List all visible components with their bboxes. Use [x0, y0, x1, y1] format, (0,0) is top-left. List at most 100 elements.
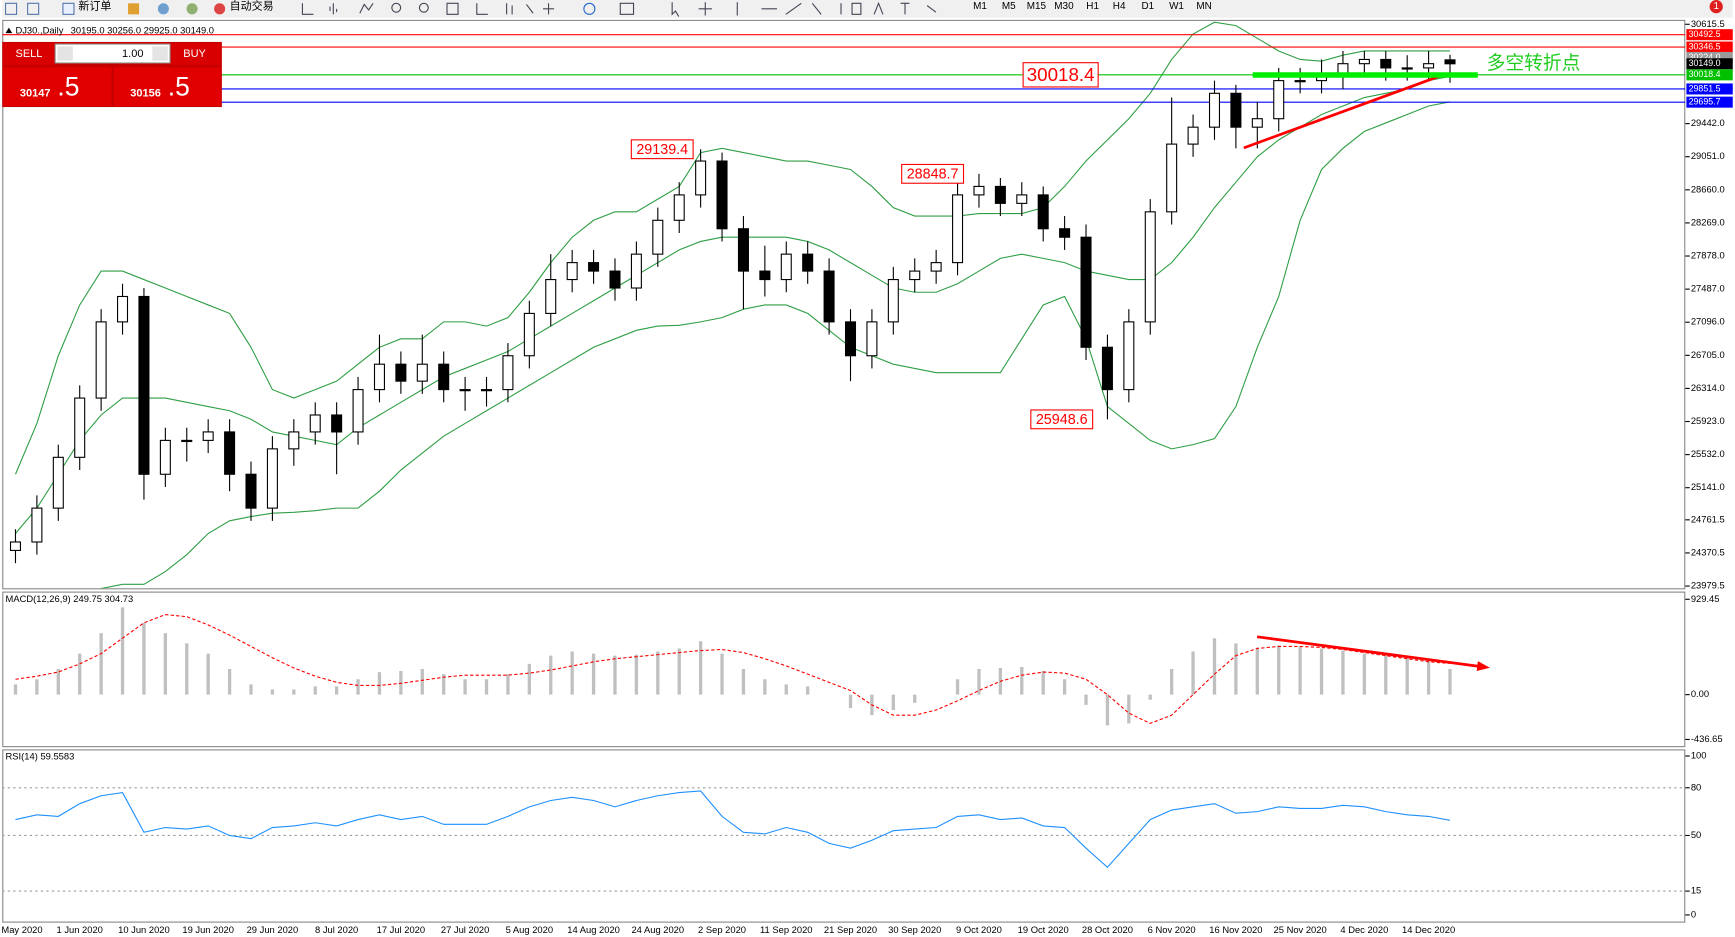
trend-line[interactable] — [1243, 73, 1443, 150]
band-lower — [100, 101, 1451, 589]
price-annotation-box — [1022, 62, 1099, 88]
y-tick-label: 27096.0 — [1691, 317, 1725, 327]
tile[interactable] — [446, 2, 459, 15]
price-level-box — [1686, 29, 1733, 41]
icon[interactable] — [27, 2, 40, 15]
timeframe[interactable]: M15 — [1027, 1, 1047, 12]
candle-body — [588, 262, 600, 272]
volume-field[interactable] — [54, 43, 171, 64]
candle-body — [887, 279, 899, 323]
rsi-line — [15, 790, 1451, 869]
y-tick-label: 27487.0 — [1691, 284, 1725, 294]
y-tick-label: 23979.5 — [1691, 581, 1725, 591]
zoom-out[interactable] — [418, 2, 429, 13]
volume-up[interactable] — [152, 46, 168, 61]
y-tick-label: 27878.0 — [1691, 251, 1725, 261]
buy-label[interactable]: BUY — [183, 48, 206, 60]
timeframe[interactable]: M30 — [1054, 1, 1074, 12]
candle-body — [288, 431, 300, 450]
x-tick-label: 14 Dec 2020 — [1402, 925, 1455, 935]
volume-down[interactable] — [57, 46, 73, 61]
axes: 30615.5 29442.0 29051.0 28660.0 28269.0 27878… — [0, 19, 1733, 935]
y-tick-label: 0 — [1691, 909, 1696, 919]
notification-count[interactable]: 1 — [1713, 1, 1719, 12]
candle-body — [502, 355, 514, 391]
toolbar: 新订单 自动交易 1 — [2, 0, 1733, 24]
notification[interactable] — [1709, 0, 1723, 14]
price-annotation-box — [901, 163, 965, 184]
x-tick-label: 30 Sep 2020 — [888, 925, 941, 935]
chart-type-icons[interactable] — [301, 3, 374, 15]
chart-icons[interactable] — [476, 3, 555, 15]
icon[interactable] — [128, 3, 140, 15]
candle-body — [844, 321, 857, 357]
candle-body — [673, 194, 685, 221]
x-tick-label: 27 Jul 2020 — [441, 925, 489, 935]
volume[interactable]: 1.00 — [122, 48, 143, 60]
x-tick-label: 8 Jul 2020 — [315, 925, 358, 935]
buy-price-tail[interactable]: .5 — [168, 71, 190, 101]
buy-button[interactable] — [171, 43, 221, 66]
new-order-icon[interactable] — [62, 2, 75, 15]
price-level-box — [1686, 96, 1733, 108]
auto-trading-icon[interactable] — [214, 3, 226, 15]
candle-body — [1059, 228, 1071, 238]
timeframe[interactable]: D1 — [1141, 1, 1154, 12]
candle-body — [695, 160, 707, 196]
symbol: DJ30.,Daily — [15, 25, 63, 35]
collapse-icon[interactable] — [5, 27, 13, 34]
icon[interactable] — [4, 2, 18, 15]
y-tick-label: 26705.0 — [1691, 350, 1725, 360]
candle-body — [1208, 92, 1221, 128]
new-order[interactable]: 新订单 — [78, 0, 111, 13]
templates[interactable] — [619, 2, 635, 15]
candle-body — [245, 473, 257, 509]
candle-body — [481, 389, 493, 392]
sell-price-box[interactable] — [3, 67, 112, 106]
x-tick-label: 5 Aug 2020 — [506, 925, 553, 935]
zoom-in[interactable] — [391, 2, 402, 13]
candle-body — [1251, 118, 1263, 128]
drawing-tools[interactable] — [671, 1, 937, 17]
sell-label[interactable]: SELL — [15, 48, 42, 60]
macd-arrow[interactable] — [1256, 635, 1482, 668]
candle-body — [1294, 80, 1306, 83]
y-tick-label: 80 — [1691, 782, 1701, 792]
candle-body — [523, 312, 535, 357]
timeframe[interactable]: M1 — [973, 1, 987, 12]
candle-body — [1144, 211, 1156, 323]
periods[interactable] — [583, 2, 596, 15]
buy-price[interactable]: 30156 — [130, 88, 161, 100]
candle-body — [1166, 143, 1178, 213]
band-upper — [14, 21, 1451, 475]
x-tick-label: 22 May 2020 — [0, 925, 43, 935]
x-tick-label: 19 Jun 2020 — [182, 925, 234, 935]
timeframe[interactable]: W1 — [1169, 1, 1184, 12]
band-middle — [15, 75, 1451, 534]
buy-price-box[interactable] — [113, 67, 221, 106]
auto-trading[interactable]: 自动交易 — [230, 0, 274, 13]
price-level-label: 30149.0 — [1689, 58, 1721, 68]
candle-body — [1380, 58, 1392, 69]
price-annotation-box — [630, 139, 694, 160]
macd-signal — [15, 614, 1451, 724]
candle-body — [930, 262, 942, 272]
candle-body — [802, 253, 814, 272]
icon[interactable] — [157, 3, 169, 15]
sell-price[interactable]: 30147 — [20, 88, 51, 100]
candle-body — [1401, 67, 1413, 70]
sell-price-tail[interactable]: .5 — [57, 71, 79, 101]
candle-body — [309, 414, 321, 433]
timeframe[interactable]: M5 — [1002, 1, 1016, 12]
timeframe[interactable]: H4 — [1113, 1, 1126, 12]
x-tick-label: 14 Aug 2020 — [567, 925, 620, 935]
x-tick-label: 19 Oct 2020 — [1018, 925, 1069, 935]
icon[interactable] — [186, 3, 198, 15]
candle-body — [395, 363, 407, 382]
candle-body — [1123, 321, 1135, 391]
candle-body — [74, 397, 86, 458]
timeframe[interactable]: MN — [1196, 1, 1211, 12]
candle-body — [352, 389, 364, 433]
sell-button[interactable] — [3, 43, 55, 66]
timeframe[interactable]: H1 — [1086, 1, 1099, 12]
